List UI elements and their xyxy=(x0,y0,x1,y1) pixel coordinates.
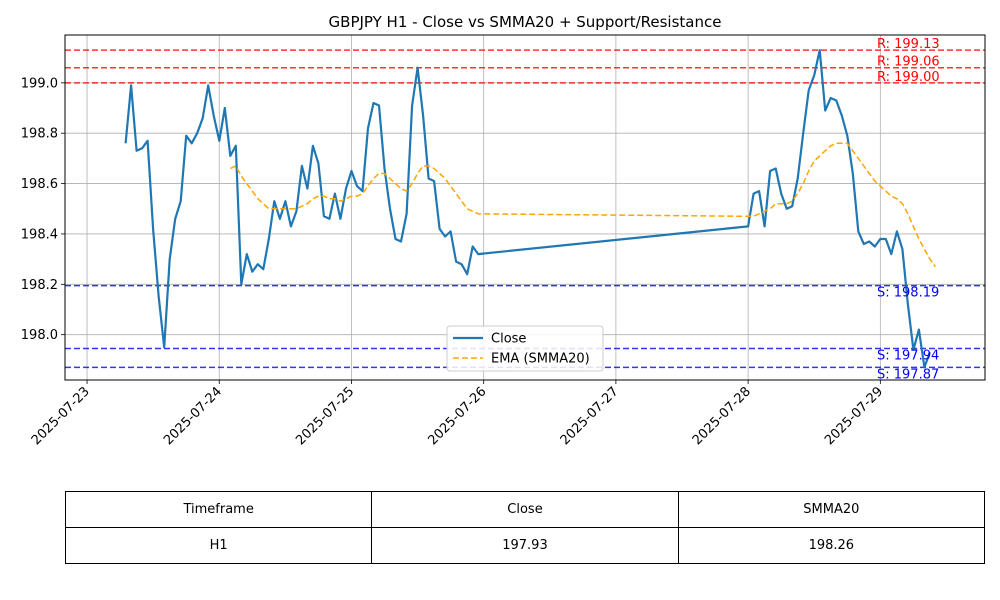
x-tick-label: 2025-07-25 xyxy=(293,384,357,448)
support-level-label: S: 197.87 xyxy=(877,367,939,382)
levels-layer xyxy=(65,49,985,369)
table-header-row: Timeframe Close SMMA20 xyxy=(64,491,986,528)
plot-frame xyxy=(64,34,986,381)
y-tick-label: 198.0 xyxy=(21,328,58,343)
x-tick-label: 2025-07-27 xyxy=(558,384,622,448)
chart-title: GBPJPY H1 - Close vs SMMA20 + Support/Re… xyxy=(329,13,722,31)
level-labels-layer: R: 199.13 R: 199.06R: 199.00 S: 198.19 S: 1… xyxy=(877,37,940,382)
legend-label-close: Close xyxy=(491,332,526,347)
table-header-cell: Close xyxy=(371,491,679,528)
resistance-level-label: R: 199.00 xyxy=(877,70,940,85)
series-line-ema-smma20 xyxy=(229,142,937,268)
y-tick-label: 198.8 xyxy=(21,127,58,142)
resistance-level-label: R: 199.06 xyxy=(877,55,940,70)
table-header-cell: Timeframe xyxy=(64,491,373,528)
legend-label-smma20: EMA (SMMA20) xyxy=(491,352,590,367)
series-line-close xyxy=(124,48,931,369)
table-cell: H1 xyxy=(64,527,373,564)
legend: Close EMA (SMMA20) xyxy=(446,325,604,372)
y-tick-label: 198.4 xyxy=(21,227,58,242)
table-cell: 198.26 xyxy=(677,527,986,564)
x-tick-label: 2025-07-23 xyxy=(29,384,93,448)
legend-box xyxy=(446,325,604,372)
table-header-cell: SMMA20 xyxy=(677,491,986,528)
x-tick-label: 2025-07-29 xyxy=(822,384,886,448)
x-tick-label: 2025-07-24 xyxy=(161,384,225,448)
table-row: H1 197.93 198.26 xyxy=(64,527,986,564)
support-level-label: S: 198.19 xyxy=(877,286,939,301)
info-table: Timeframe Close SMMA20 H1 197.93 198.26 xyxy=(64,491,986,564)
y-tick-label: 198.2 xyxy=(21,278,58,293)
series-layer xyxy=(124,48,937,369)
axes-layer: 2025-07-23 2025-07-24 2025-07-25 2025-07-26… xyxy=(21,76,886,448)
table-cell: 197.93 xyxy=(371,527,679,564)
y-tick-label: 198.6 xyxy=(21,177,58,192)
x-tick-label: 2025-07-28 xyxy=(690,384,754,448)
support-level-label: S: 197.94 xyxy=(877,349,939,364)
y-tick-label: 199.0 xyxy=(21,76,58,91)
resistance-level-label: R: 199.13 xyxy=(877,37,940,52)
x-tick-label: 2025-07-26 xyxy=(425,384,489,448)
